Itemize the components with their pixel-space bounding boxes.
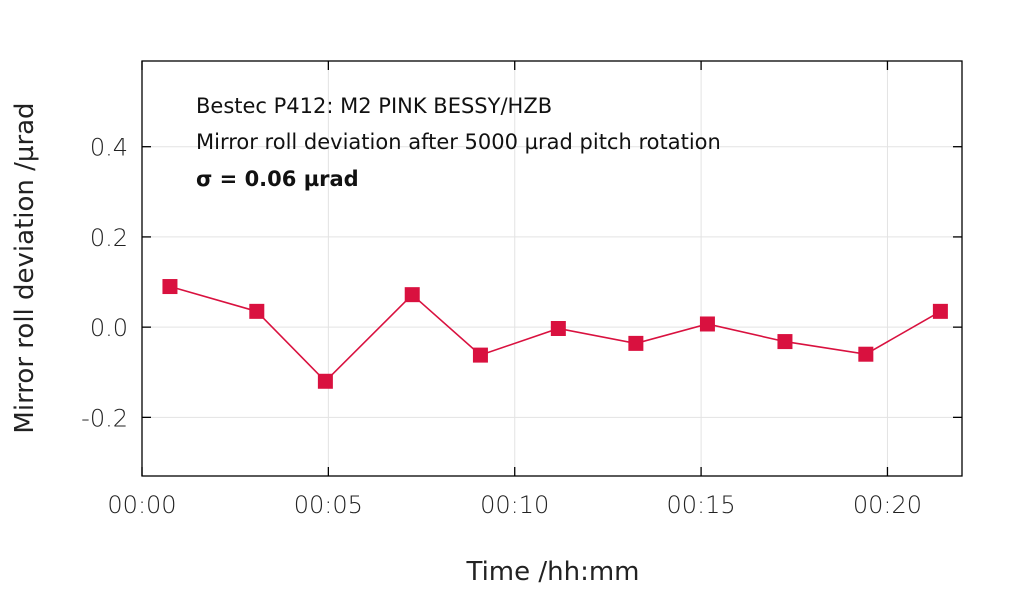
data-point (162, 279, 178, 295)
data-point (317, 373, 333, 389)
data-point (404, 287, 420, 303)
y-tick-label: 0.4 (90, 134, 128, 162)
annotation-line-3: σ = 0.06 µrad (196, 167, 359, 191)
annotation-line-1: Bestec P412: M2 PINK BESSY/HZB (196, 94, 552, 118)
y-tick-label: 0.0 (90, 314, 128, 342)
data-point (699, 316, 715, 332)
data-point (777, 334, 793, 350)
annotation-line-2: Mirror roll deviation after 5000 µrad pi… (196, 130, 721, 154)
x-axis-label: Time /hh:mm (465, 557, 639, 587)
x-tick-label: 00:10 (480, 491, 549, 519)
y-tick-label: 0.2 (90, 224, 128, 252)
ticks (141, 61, 962, 476)
data-point (932, 303, 948, 319)
plot-frame (141, 60, 963, 477)
x-tick-label: 00:00 (107, 491, 176, 519)
grid (141, 61, 962, 476)
annotations: Bestec P412: M2 PINK BESSY/HZB Mirror ro… (196, 94, 721, 191)
series (162, 279, 948, 389)
data-point (628, 335, 644, 351)
data-point (550, 320, 566, 336)
x-tick-label: 00:05 (294, 491, 363, 519)
x-tick-label: 00:20 (853, 491, 922, 519)
data-point (472, 347, 488, 363)
x-tick-label: 00:15 (667, 491, 736, 519)
tick-labels: 00:00 00:05 00:10 00:15 00:20 -0.2 0.0 0.2 0.4 (81, 134, 922, 519)
data-point (249, 303, 265, 319)
y-axis-label: Mirror roll deviation /µrad (10, 102, 40, 433)
y-tick-label: -0.2 (81, 404, 128, 432)
data-point (858, 346, 874, 362)
